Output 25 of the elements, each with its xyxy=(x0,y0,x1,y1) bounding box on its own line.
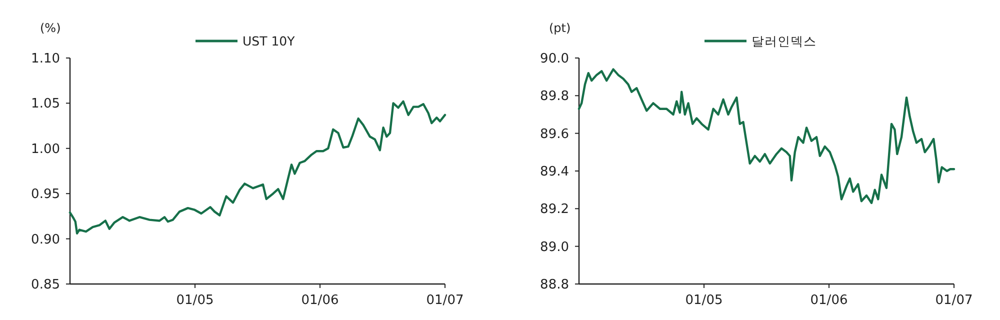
x-tick-label: 01/06 xyxy=(810,293,848,308)
y-tick-label: 89.6 xyxy=(540,126,569,142)
x-tick-label: 01/05 xyxy=(685,293,723,308)
legend: UST 10Y xyxy=(196,34,295,48)
x-tick-label: 01/06 xyxy=(301,293,339,308)
y-tick-label: 1.05 xyxy=(31,96,60,112)
legend-label: UST 10Y xyxy=(242,34,296,48)
x-tick-label: 01/07 xyxy=(426,293,464,308)
y-axis-title: (%) xyxy=(40,21,61,35)
y-axis-title: (pt) xyxy=(549,21,571,35)
y-tick-label: 90.0 xyxy=(540,52,569,66)
y-tick-label: 89.8 xyxy=(540,89,569,104)
y-tick-label: 0.85 xyxy=(31,278,60,292)
y-tick-label: 89.0 xyxy=(540,240,569,255)
y-tick-label: 89.4 xyxy=(540,164,569,180)
y-tick-label: 0.90 xyxy=(31,232,60,248)
x-tick-label: 01/05 xyxy=(176,293,214,308)
legend-label: 달러인덱스 xyxy=(752,34,816,48)
y-tick-label: 1.10 xyxy=(31,52,60,66)
y-tick-label: 0.95 xyxy=(31,187,60,202)
y-tick-label: 1.00 xyxy=(31,142,60,157)
x-tick-label: 01/07 xyxy=(935,293,973,308)
y-tick-label: 88.8 xyxy=(540,278,569,292)
y-tick-label: 89.2 xyxy=(540,202,569,218)
legend: 달러인덱스 xyxy=(704,34,816,48)
